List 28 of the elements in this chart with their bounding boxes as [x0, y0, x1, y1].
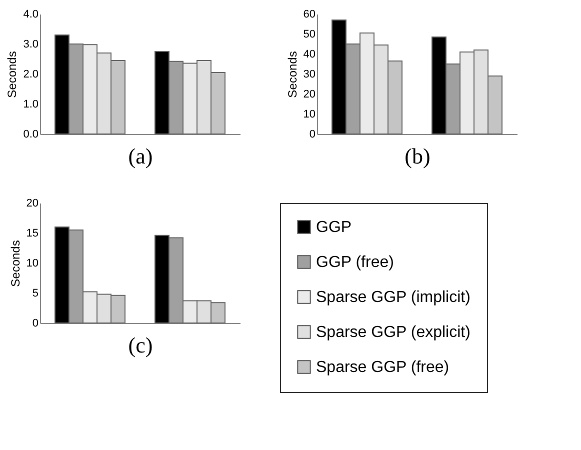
legend-label: Sparse GGP (explicit)	[316, 324, 470, 341]
y-tick-label: 20	[303, 88, 316, 100]
legend-label: Sparse GGP (implicit)	[316, 289, 470, 306]
legend-label: GGP	[316, 219, 352, 236]
legend-label: GGP (free)	[316, 254, 394, 271]
y-tick-label: 10	[26, 258, 38, 270]
y-tick-label: 30	[303, 68, 316, 80]
y-tick-label: 0	[32, 318, 38, 330]
y-tick-label: 0	[309, 128, 316, 140]
y-tick-label: 40	[303, 48, 316, 60]
y-tick-label: 4.0	[23, 8, 38, 20]
y-tick-label: 10	[303, 108, 316, 120]
y-tick-label: 50	[303, 28, 316, 40]
y-axis-title: Seconds	[8, 240, 22, 287]
y-tick-label: 5	[32, 288, 38, 300]
y-tick-label: 2.0	[23, 68, 38, 80]
y-tick-label: 60	[303, 8, 316, 20]
x-axis-title: (a)	[128, 144, 153, 168]
x-axis-title: (b)	[404, 144, 430, 168]
y-tick-label: 0.0	[23, 128, 38, 140]
y-tick-label: 15	[26, 228, 38, 240]
y-axis-title: Seconds	[285, 51, 300, 98]
y-tick-label: 1.0	[23, 98, 38, 110]
y-tick-label: 20	[26, 198, 38, 210]
y-tick-label: 3.0	[23, 38, 38, 50]
y-axis-title: Seconds	[5, 51, 20, 98]
x-axis-title: (c)	[128, 332, 153, 358]
legend-label: Sparse GGP (free)	[316, 359, 450, 376]
